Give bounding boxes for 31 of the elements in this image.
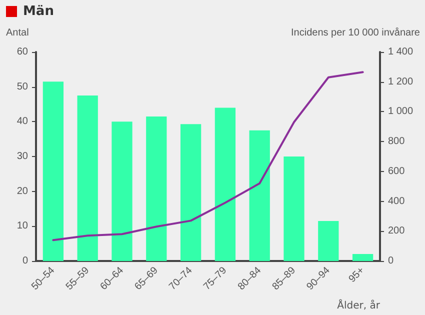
bar	[249, 130, 270, 261]
y2-tick-label: 400	[388, 196, 406, 207]
bar	[42, 82, 64, 261]
chart-title: Män	[23, 4, 54, 19]
y-tick-label: 10	[16, 220, 28, 232]
bar	[112, 122, 132, 261]
y2-tick-label: 1 000	[388, 106, 414, 118]
bar	[180, 124, 202, 261]
y2-tick-label: 1 200	[388, 76, 414, 88]
bar	[146, 116, 167, 261]
y2-tick-label: 600	[388, 166, 406, 177]
x-tick-label: 95+	[346, 264, 367, 285]
y2-tick-label: 0	[388, 256, 394, 266]
y-axis-title: Antal	[6, 28, 29, 38]
y-tick-label: 50	[16, 81, 28, 92]
y-tick-label: 20	[16, 186, 28, 197]
y2-tick-label: 800	[388, 136, 406, 148]
bar	[214, 108, 236, 261]
bar	[318, 220, 339, 261]
y-tick-label: 60	[16, 46, 28, 58]
x-axis-title: Ålder, år	[337, 298, 381, 312]
y2-tick-label: 200	[388, 226, 406, 237]
bar	[284, 156, 304, 261]
y-tick-label: 0	[22, 256, 28, 266]
line-series	[52, 71, 364, 242]
bar	[352, 254, 374, 261]
y-tick-label: 30	[16, 151, 28, 162]
y2-tick-label: 1 400	[388, 46, 414, 58]
bar	[77, 96, 98, 261]
y2-axis-title: Incidens per 10 000 invånare	[291, 26, 420, 38]
y-tick-label: 40	[16, 116, 28, 128]
